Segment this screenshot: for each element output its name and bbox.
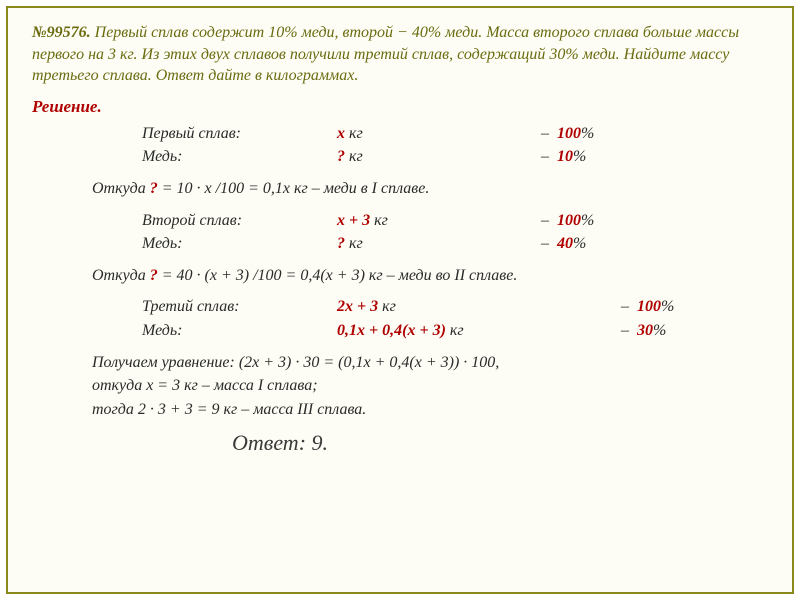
alloy1-copper-pct-val: 10	[557, 148, 573, 165]
alloy3-mass-unit: кг	[382, 298, 396, 315]
alloy2-mass-pre: х +	[337, 212, 362, 229]
alloy1-copper-pct: 10%	[557, 146, 617, 168]
alloy3-copper-expr: 0,1х + 0,4(х + 3)	[337, 322, 446, 339]
alloy1-dash2: –	[497, 146, 557, 168]
equation-line1: Получаем уравнение: (2х + 3) · 30 = (0,1…	[32, 352, 768, 374]
alloy3-dash1: –	[577, 296, 637, 318]
alloy1-mass-unit: кг	[349, 125, 363, 142]
equation-from: откуда х = 3 кг – масса I сплава;	[32, 375, 768, 397]
alloy3-copper-pct-val: 30	[637, 322, 653, 339]
alloy2-copper-unit: кг	[349, 235, 363, 252]
alloy2-name: Второй сплав:	[142, 210, 337, 232]
alloy2-mass-num: 3	[362, 212, 370, 229]
alloy3-pct-total-val: 100	[637, 298, 661, 315]
content: №99576. Первый сплав содержит 10% меди, …	[12, 10, 788, 590]
answer: Ответ: 9.	[32, 430, 768, 456]
alloy2-copper-q: ?	[337, 235, 345, 252]
answer-value: 9.	[312, 430, 329, 455]
alloy2-pct-total-val: 100	[557, 212, 581, 229]
alloy3-copper-row: Медь: 0,1х + 0,4(х + 3) кг – 30%	[32, 320, 768, 342]
alloy1-name: Первый сплав:	[142, 123, 337, 145]
alloy2-copper-mass: ? кг	[337, 233, 497, 255]
alloy2-copper-row: Медь: ? кг – 40%	[32, 233, 768, 255]
alloy1-copper-q: ?	[337, 148, 345, 165]
solution-label: Решение.	[32, 97, 768, 117]
alloy2-derive-line: Откуда ? = 40 · (х + 3) /100 = 0,4(х + 3…	[32, 265, 768, 287]
alloy1-mass-row: Первый сплав: х кг – 100%	[32, 123, 768, 145]
alloy1-pct-total-val: 100	[557, 125, 581, 142]
alloy2-mass-row: Второй сплав: х + 3 кг – 100%	[32, 210, 768, 232]
alloy2-derive-prefix: Откуда	[92, 267, 150, 284]
alloy1-block: Первый сплав: х кг – 100% Медь: ? кг – 1…	[32, 123, 768, 168]
alloy2-dash1: –	[497, 210, 557, 232]
alloy1-copper-unit: кг	[349, 148, 363, 165]
alloy1-copper-row: Медь: ? кг – 10%	[32, 146, 768, 168]
problem-number: №99576.	[32, 24, 91, 41]
alloy1-derive-line: Откуда ? = 10 · х /100 = 0,1х кг – меди …	[32, 178, 768, 200]
alloy1-derive: Откуда ? = 10 · х /100 = 0,1х кг – меди …	[32, 178, 768, 200]
alloy2-copper-pct-val: 40	[557, 235, 573, 252]
alloy1-pct-total: 100%	[557, 123, 617, 145]
alloy2-copper-label: Медь:	[142, 233, 337, 255]
problem-text: Первый сплав содержит 10% меди, второй −…	[32, 24, 739, 84]
page: №99576. Первый сплав содержит 10% меди, …	[0, 0, 800, 600]
alloy2-copper-pct: 40%	[557, 233, 617, 255]
alloy3-mass-row: Третий сплав: 2х + 3 кг – 100%	[32, 296, 768, 318]
equation-then: тогда 2 · 3 + 3 = 9 кг – масса III сплав…	[32, 399, 768, 421]
alloy1-derive-prefix: Откуда	[92, 180, 150, 197]
alloy3-name: Третий сплав:	[142, 296, 337, 318]
equation-eq: (2х + 3) · 30 = (0,1х + 0,4(х + 3)) · 10…	[239, 354, 499, 371]
alloy3-pct-total: 100%	[637, 296, 697, 318]
alloy3-copper-mass: 0,1х + 0,4(х + 3) кг	[337, 320, 577, 342]
alloy1-derive-q: ?	[150, 180, 158, 197]
equation-block: Получаем уравнение: (2х + 3) · 30 = (0,1…	[32, 352, 768, 421]
alloy3-mass: 2х + 3 кг	[337, 296, 577, 318]
alloy3-block: Третий сплав: 2х + 3 кг – 100% Медь: 0,1…	[32, 296, 768, 341]
alloy1-copper-mass: ? кг	[337, 146, 497, 168]
alloy2-dash2: –	[497, 233, 557, 255]
alloy1-derive-eq: = 10 · х /100 = 0,1х кг – меди в I сплав…	[158, 180, 430, 197]
alloy1-dash1: –	[497, 123, 557, 145]
alloy1-copper-label: Медь:	[142, 146, 337, 168]
alloy3-copper-label: Медь:	[142, 320, 337, 342]
alloy3-copper-pct: 30%	[637, 320, 697, 342]
alloy2-block: Второй сплав: х + 3 кг – 100% Медь: ? кг…	[32, 210, 768, 255]
equation-prefix: Получаем уравнение:	[92, 354, 239, 371]
alloy2-pct-total: 100%	[557, 210, 617, 232]
alloy2-derive: Откуда ? = 40 · (х + 3) /100 = 0,4(х + 3…	[32, 265, 768, 287]
alloy2-mass-unit: кг	[374, 212, 388, 229]
alloy2-derive-q: ?	[150, 267, 158, 284]
alloy3-copper-unit: кг	[450, 322, 464, 339]
alloy2-mass: х + 3 кг	[337, 210, 497, 232]
alloy2-derive-eq: = 40 · (х + 3) /100 = 0,4(х + 3) кг – ме…	[158, 267, 518, 284]
alloy2-mass-expr: х + 3	[337, 212, 370, 229]
problem-statement: №99576. Первый сплав содержит 10% меди, …	[32, 22, 768, 87]
answer-label: Ответ:	[232, 430, 312, 455]
alloy3-dash2: –	[577, 320, 637, 342]
alloy1-mass-var: х	[337, 125, 345, 142]
alloy1-mass: х кг	[337, 123, 497, 145]
alloy3-mass-expr: 2х + 3	[337, 298, 378, 315]
